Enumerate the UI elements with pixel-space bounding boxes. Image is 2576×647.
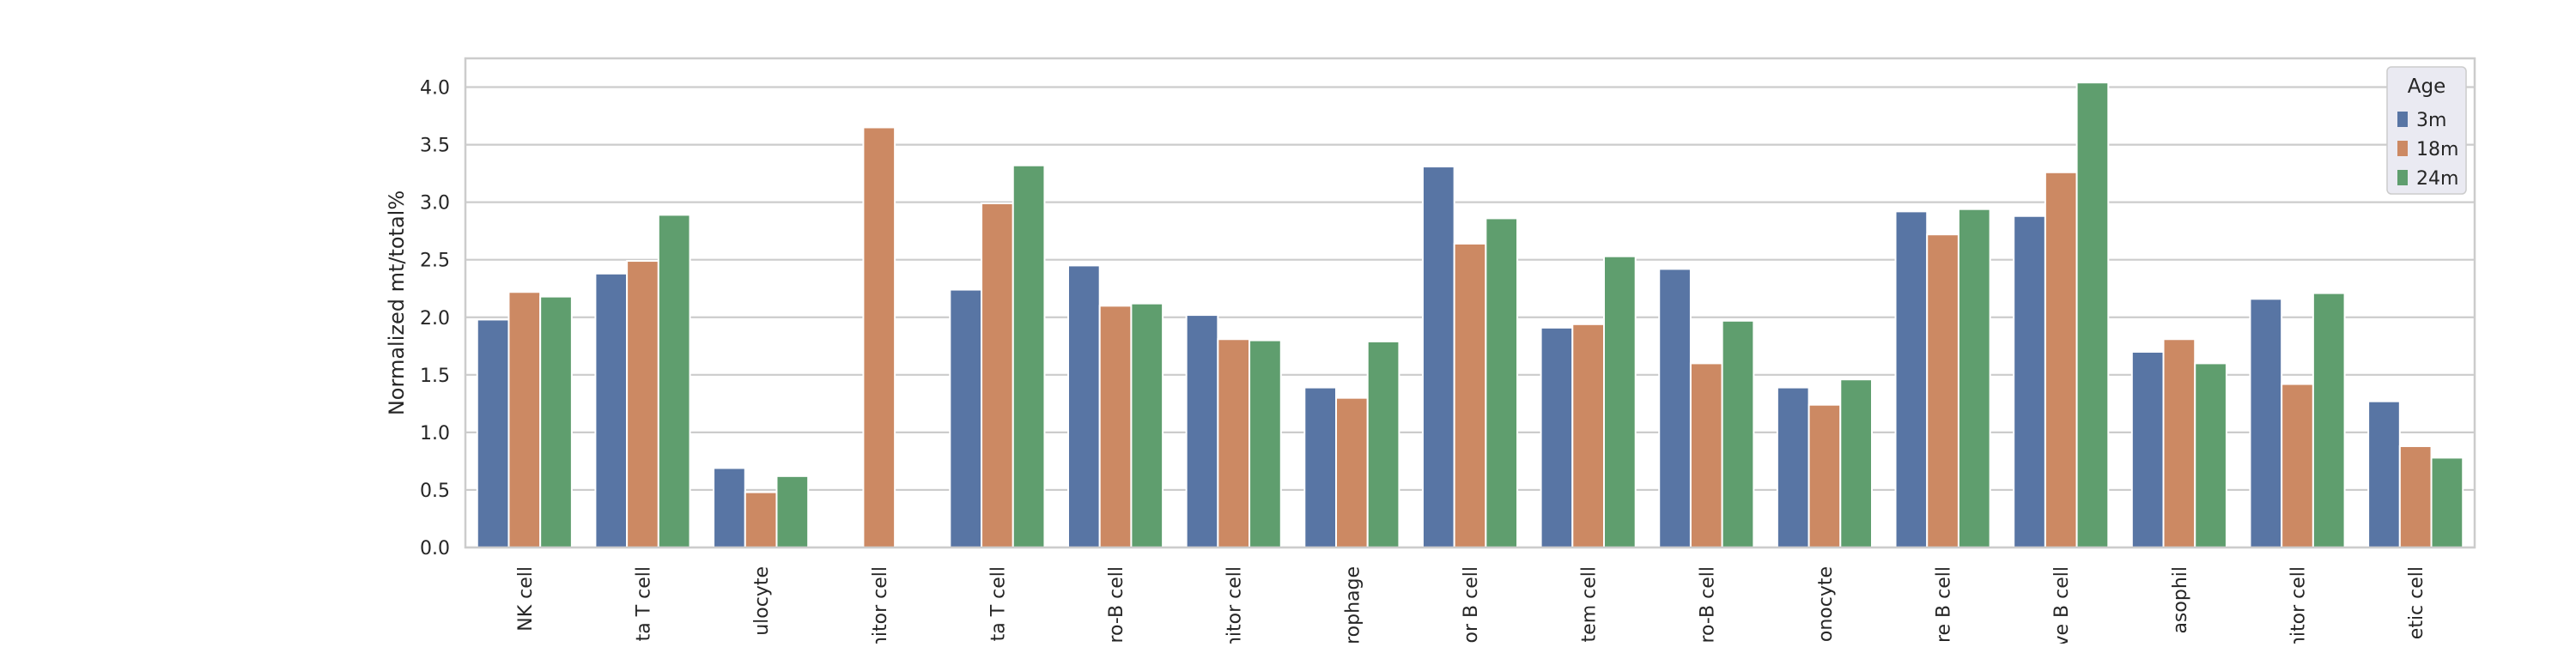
bar-24m bbox=[1366, 340, 1400, 548]
y-axis-tick-labels: 0.0 0.5 1.0 1.5 2.0 2.5 3.0 3.5 4.0 bbox=[420, 78, 450, 559]
y-tick-label: 1.0 bbox=[420, 423, 450, 444]
y-tick-label: 2.5 bbox=[420, 251, 450, 272]
x-tick-label: or B cell bbox=[1461, 566, 1482, 643]
x-tick-label: ro-B cell bbox=[1697, 566, 1718, 644]
x-tick-label: ta T cell bbox=[633, 566, 654, 641]
y-tick-label: 0.5 bbox=[420, 481, 450, 502]
bar-series bbox=[476, 82, 2464, 549]
bar-3m bbox=[949, 288, 983, 548]
bar-3m bbox=[1067, 264, 1101, 548]
bar-24m bbox=[1721, 319, 1755, 548]
bar-24m bbox=[2430, 457, 2464, 549]
x-tick-label: etic cell bbox=[2406, 566, 2427, 639]
bar-18m bbox=[744, 491, 778, 549]
y-tick-label: 3.0 bbox=[420, 193, 450, 215]
bar-18m bbox=[1217, 338, 1251, 549]
legend-label-18m: 18m bbox=[2416, 139, 2458, 160]
legend-box bbox=[2386, 66, 2467, 195]
bar-18m bbox=[1689, 362, 1723, 549]
bar-18m bbox=[507, 291, 542, 548]
x-tick-label: asophil bbox=[2170, 566, 2191, 634]
bar-18m bbox=[2044, 171, 2078, 549]
bar-3m bbox=[2249, 298, 2283, 548]
bar-3m bbox=[1776, 386, 1810, 548]
y-tick-label: 1.5 bbox=[420, 366, 450, 387]
bar-24m bbox=[2075, 82, 2110, 548]
bar-24m bbox=[1603, 255, 1637, 548]
bar-3m bbox=[2367, 400, 2401, 548]
bar-18m bbox=[1098, 305, 1133, 548]
bar-3m bbox=[1540, 326, 1574, 548]
x-tick-label: ulocyte bbox=[751, 566, 773, 636]
y-tick-label: 4.0 bbox=[420, 78, 450, 100]
bar-18m bbox=[862, 126, 896, 548]
bar-3m bbox=[713, 467, 746, 548]
x-tick-label: ve B cell bbox=[2051, 566, 2073, 644]
bar-3m bbox=[1894, 210, 1929, 548]
bar-18m bbox=[1807, 403, 1842, 548]
bar-24m bbox=[2312, 292, 2346, 548]
y-axis-label: Normalized mt/total% bbox=[385, 190, 409, 415]
bar-3m bbox=[2013, 215, 2046, 548]
bar-18m bbox=[2281, 383, 2314, 548]
x-tick-label: NK cell bbox=[515, 566, 537, 632]
bar-24m bbox=[775, 475, 810, 548]
bar-24m bbox=[539, 295, 573, 548]
legend-swatch-3m bbox=[2397, 112, 2408, 127]
bar-3m bbox=[2130, 351, 2165, 548]
y-tick-label: 3.5 bbox=[420, 136, 450, 157]
bar-3m bbox=[1185, 314, 1219, 548]
legend: Age 3m 18m 24m bbox=[2386, 66, 2467, 195]
x-tick-label: tem cell bbox=[1579, 566, 1601, 642]
x-tick-label: nitor cell bbox=[2288, 566, 2310, 644]
x-axis-tick-labels: NK cell ta T cell ulocyte nitor cell ta T ce… bbox=[515, 566, 2427, 647]
plot-frame bbox=[464, 57, 2476, 549]
legend-title: Age bbox=[2408, 76, 2445, 98]
bar-18m bbox=[626, 260, 659, 548]
bar-24m bbox=[1957, 208, 1991, 548]
x-tick-label: ro-B cell bbox=[1106, 566, 1127, 644]
y-tick-label: 0.0 bbox=[420, 538, 450, 559]
x-tick-label: re B cell bbox=[1934, 566, 1955, 643]
x-tick-label: ta T cell bbox=[987, 566, 1009, 641]
bar-3m bbox=[1658, 268, 1692, 548]
bar-24m bbox=[1130, 302, 1164, 548]
bar-3m bbox=[594, 272, 629, 548]
bar-18m bbox=[2398, 444, 2433, 548]
bar-24m bbox=[1485, 217, 1519, 548]
bar-3m bbox=[1421, 166, 1455, 548]
legend-label-3m: 3m bbox=[2416, 110, 2446, 131]
x-tick-label: nitor cell bbox=[1224, 566, 1246, 644]
bar-18m bbox=[981, 202, 1014, 549]
bar-3m bbox=[1303, 386, 1337, 548]
bar-24m bbox=[1012, 164, 1046, 549]
bar-24m bbox=[1249, 339, 1282, 548]
bar-3m bbox=[476, 318, 510, 548]
x-tick-label: rophage bbox=[1342, 566, 1364, 644]
y-tick-label: 2.0 bbox=[420, 308, 450, 330]
bar-18m bbox=[2162, 338, 2196, 549]
bar-24m bbox=[657, 214, 691, 548]
x-tick-label: onocyte bbox=[1815, 566, 1837, 642]
legend-swatch-18m bbox=[2397, 141, 2408, 156]
bar-18m bbox=[1571, 323, 1605, 548]
bar-24m bbox=[2194, 362, 2227, 549]
x-tick-label: nitor cell bbox=[870, 566, 891, 644]
legend-swatch-24m bbox=[2397, 170, 2408, 185]
bar-18m bbox=[1335, 396, 1369, 548]
bar-18m bbox=[1926, 233, 1959, 548]
bar-18m bbox=[1453, 242, 1487, 548]
bar-24m bbox=[1839, 378, 1874, 548]
legend-label-24m: 24m bbox=[2416, 168, 2458, 190]
